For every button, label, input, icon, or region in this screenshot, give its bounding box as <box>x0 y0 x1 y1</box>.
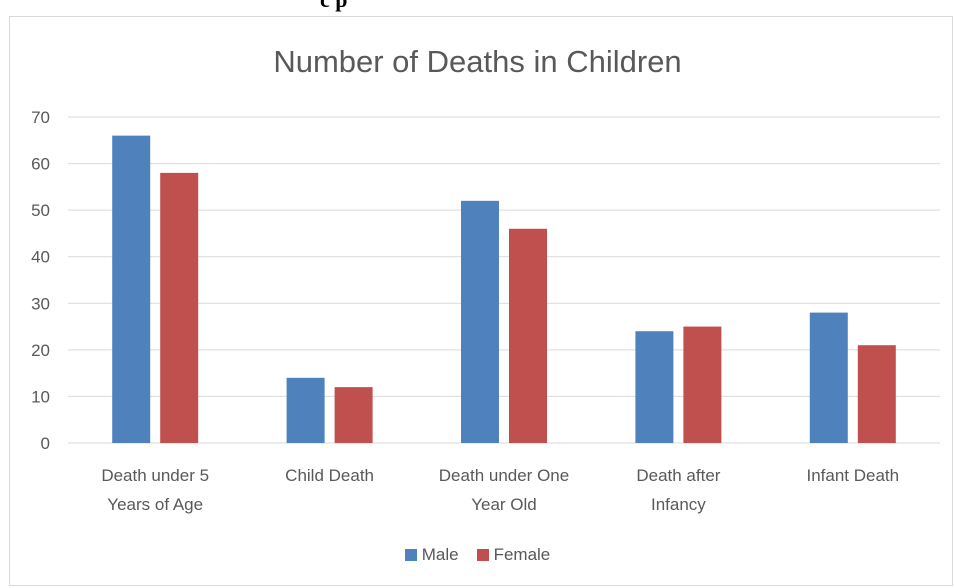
legend-label: Male <box>421 545 459 564</box>
x-tick-label: Years of Age <box>107 495 203 514</box>
x-tick-label: Death under One <box>439 466 569 485</box>
bar-female-1 <box>334 387 373 443</box>
y-tick-label: 10 <box>31 387 50 406</box>
y-tick-label: 50 <box>31 201 50 220</box>
bar-male-3 <box>635 331 674 443</box>
bar-male-1 <box>286 377 325 443</box>
x-tick-label: Infant Death <box>806 466 899 485</box>
y-tick-label: 60 <box>31 155 50 174</box>
x-tick-label: Death under 5 <box>101 466 209 485</box>
bar-female-2 <box>509 228 547 443</box>
x-tick-label: Year Old <box>471 495 537 514</box>
y-tick-label: 20 <box>31 341 50 360</box>
chart-title: Number of Deaths in Children <box>273 44 682 79</box>
bar-male-2 <box>461 200 499 443</box>
legend-label: Female <box>493 545 551 564</box>
legend-swatch <box>476 549 489 561</box>
x-tick-label: Child Death <box>285 466 374 485</box>
bar-male-4 <box>809 312 848 443</box>
x-tick-label: Death after <box>636 466 720 485</box>
y-tick-label: 40 <box>31 248 50 267</box>
bar-female-0 <box>160 172 199 443</box>
y-tick-label: 0 <box>41 434 50 453</box>
bar-male-0 <box>112 135 151 443</box>
bar-female-4 <box>857 345 896 443</box>
legend-item-female: Female <box>476 545 551 565</box>
bar-female-3 <box>683 326 722 443</box>
legend-item-male: Male <box>404 545 459 565</box>
legend-swatch <box>404 549 417 561</box>
y-tick-label: 70 <box>31 108 50 127</box>
chart-legend: Male Female <box>0 545 955 565</box>
page-header-fragment: c p <box>320 0 348 13</box>
y-tick-label: 30 <box>31 294 50 313</box>
x-tick-label: Infancy <box>651 495 706 514</box>
